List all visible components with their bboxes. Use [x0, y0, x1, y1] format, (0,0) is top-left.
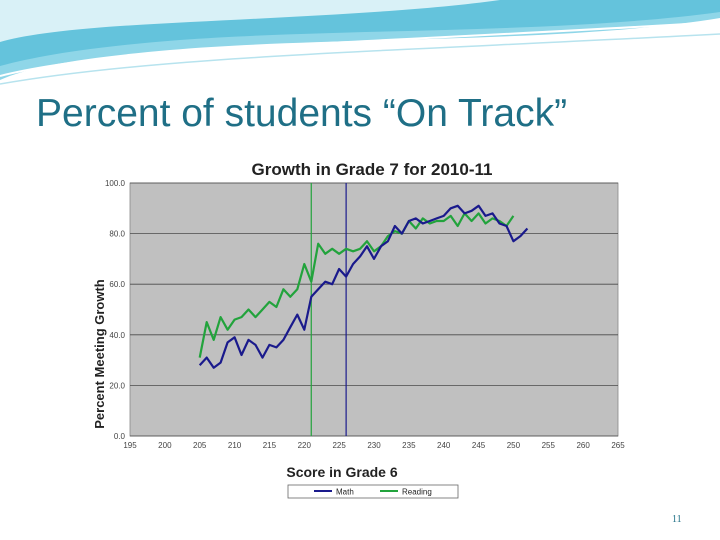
- plot-area: [129, 182, 619, 437]
- page-number: 11: [672, 514, 682, 525]
- chart-title: Growth in Grade 7 for 2010-11: [252, 160, 493, 179]
- legend-reading-label: Reading: [402, 488, 432, 497]
- x-tick-label: 265: [611, 441, 625, 450]
- x-tick-label: 195: [123, 441, 137, 450]
- x-axis-label: Score in Grade 6: [286, 464, 397, 480]
- x-tick-label: 210: [228, 441, 242, 450]
- x-tick-label: 240: [437, 441, 451, 450]
- x-tick-label: 205: [193, 441, 207, 450]
- y-tick-label: 60.0: [109, 280, 125, 289]
- y-tick-label: 100.0: [105, 179, 126, 188]
- series-line-reading: [198, 212, 515, 358]
- slide-title: Percent of students “On Track”: [36, 92, 568, 135]
- x-tick-label: 255: [542, 441, 556, 450]
- x-tick-label: 235: [402, 441, 416, 450]
- x-tick-label: 220: [298, 441, 312, 450]
- y-tick-label: 40.0: [109, 331, 125, 340]
- y-tick-label: 0.0: [114, 432, 126, 441]
- x-tick-label: 245: [472, 441, 486, 450]
- x-tick-label: 200: [158, 441, 172, 450]
- x-tick-label: 230: [367, 441, 381, 450]
- y-tick-label: 20.0: [109, 381, 125, 390]
- x-tick-label: 215: [263, 441, 277, 450]
- x-tick-label: 260: [576, 441, 590, 450]
- y-tick-label: 80.0: [109, 230, 125, 239]
- legend-box: [287, 484, 459, 499]
- series-line-math: [198, 204, 529, 369]
- x-tick-label: 225: [332, 441, 346, 450]
- growth-chart: Growth in Grade 7 for 2010-11 0.0 20.0 40.…: [92, 160, 625, 499]
- legend-math-label: Math: [336, 488, 354, 497]
- legend: Math Reading: [287, 484, 459, 499]
- x-tick-label: 250: [507, 441, 521, 450]
- header-swoosh-decoration: [0, 0, 720, 85]
- y-axis-label: Percent Meeting Growth: [92, 279, 107, 429]
